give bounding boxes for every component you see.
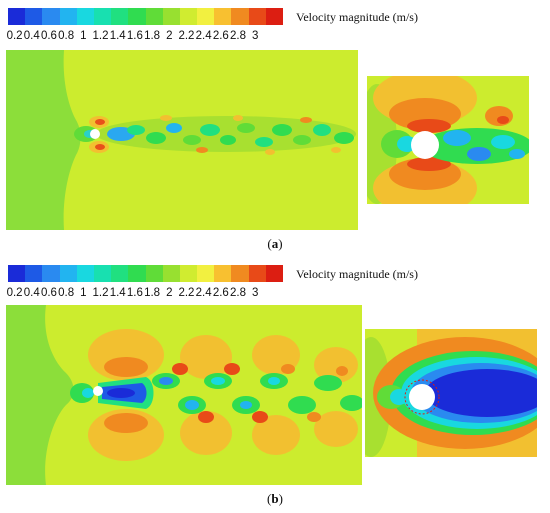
colorbar-a — [8, 8, 283, 25]
colorbar-tick-label: 2 — [166, 287, 173, 299]
colorbar-swatch — [111, 8, 129, 25]
colorbar-swatch — [162, 265, 180, 282]
panel-a: Velocity magnitude (m/s) 0.2 0.4 0.6 0.8 1 1.… — [0, 0, 550, 255]
colorbar-swatch — [128, 8, 146, 25]
flow-field-a-zoom — [367, 76, 529, 204]
colorbar-tick-label: 1.2 — [92, 287, 109, 299]
colorbar-swatch — [162, 8, 180, 25]
colorbar-swatch — [231, 8, 249, 25]
flow-field-a-main — [6, 50, 358, 230]
colorbar-tick-label: 2.2 — [178, 30, 195, 42]
colorbar-tick-label: 0.4 — [23, 287, 40, 299]
flow-field-b-main — [6, 305, 362, 485]
colorbar-swatch — [248, 8, 266, 25]
colorbar-tick-label: 1.6 — [126, 287, 143, 299]
colorbar-tick-label: 0.2 — [6, 287, 23, 299]
colorbar-swatch — [145, 8, 163, 25]
colorbar-swatch — [93, 265, 112, 282]
colorbar-tick-label: 1.6 — [126, 30, 143, 42]
colorbar-tick-label: 2 — [166, 30, 173, 42]
colorbar-swatch — [179, 8, 198, 25]
colorbar-swatch — [214, 8, 232, 25]
colorbar-swatch — [76, 8, 94, 25]
colorbar-swatch — [128, 265, 146, 282]
colorbar-swatch — [111, 265, 129, 282]
colorbar-tick-label: 2.8 — [230, 287, 247, 299]
colorbar-tick-label: 0.8 — [58, 287, 75, 299]
colorbar-swatch — [25, 8, 43, 25]
colorbar-swatch — [231, 265, 249, 282]
colorbar-tick-label: 1.8 — [144, 30, 161, 42]
colorbar-swatch — [93, 8, 112, 25]
colorbar-tick-label: 3 — [252, 287, 259, 299]
colorbar-ticks-a: 0.2 0.4 0.6 0.8 1 1.2 1.4 1.6 1.8 2 2.2 2.4 2.6 2.8 3 — [6, 30, 264, 42]
panel-b: Velocity magnitude (m/s) 0.2 0.4 0.6 0.8 1 1.… — [0, 257, 550, 513]
colorbar-tick-label: 2.6 — [212, 287, 229, 299]
colorbar-tick-label: 2.2 — [178, 287, 195, 299]
colorbar-swatch — [265, 265, 283, 282]
cylinder-a — [90, 129, 100, 139]
colorbar-tick-label: 1.8 — [144, 287, 161, 299]
colorbar-swatch — [42, 8, 60, 25]
colorbar-swatch — [8, 8, 26, 25]
colorbar-title-a: Velocity magnitude (m/s) — [296, 10, 418, 24]
colorbar-ticks-b: 0.2 0.4 0.6 0.8 1 1.2 1.4 1.6 1.8 2 2.2 2.4 2.6 2.8 3 — [6, 287, 264, 299]
panel-label-a: (a) — [267, 236, 283, 251]
wake-a — [96, 115, 356, 155]
colorbar-tick-label: 0.2 — [6, 30, 23, 42]
colorbar-tick-label: 1.2 — [92, 30, 109, 42]
colorbar-swatch — [179, 265, 198, 282]
panel-label-b: (b) — [267, 491, 283, 506]
colorbar-swatch — [42, 265, 60, 282]
colorbar-swatch — [265, 8, 283, 25]
colorbar-swatch — [214, 265, 232, 282]
inlet-slow-region — [6, 50, 81, 230]
colorbar-swatch — [248, 265, 266, 282]
colorbar-tick-label: 2.8 — [230, 30, 247, 42]
colorbar-swatch — [59, 8, 77, 25]
colorbar-swatch — [76, 265, 94, 282]
colorbar-tick-label: 0.8 — [58, 30, 75, 42]
cylinder-b — [93, 386, 103, 396]
colorbar-swatch — [197, 8, 215, 25]
colorbar-tick-label: 2.4 — [195, 30, 212, 42]
cylinder-b-zoom — [409, 384, 435, 410]
colorbar-tick-label: 0.4 — [23, 30, 40, 42]
colorbar-swatch — [197, 265, 215, 282]
colorbar-swatch — [145, 265, 163, 282]
colorbar-tick-label: 1.4 — [109, 30, 126, 42]
colorbar-swatch — [59, 265, 77, 282]
colorbar-b — [8, 265, 283, 282]
colorbar-tick-label: 1.4 — [109, 287, 126, 299]
vortex-street-b — [152, 363, 362, 423]
colorbar-tick-label: 2.6 — [212, 30, 229, 42]
colorbar-tick-label: 3 — [252, 30, 259, 42]
flow-field-b-zoom — [365, 329, 537, 457]
colorbar-tick-label: 1 — [80, 30, 87, 42]
cylinder-a-zoom — [411, 131, 439, 159]
colorbar-title-b: Velocity magnitude (m/s) — [296, 267, 418, 281]
colorbar-swatch — [25, 265, 43, 282]
colorbar-tick-label: 2.4 — [195, 287, 212, 299]
colorbar-tick-label: 0.6 — [40, 287, 57, 299]
colorbar-swatch — [8, 265, 26, 282]
colorbar-tick-label: 0.6 — [40, 30, 57, 42]
colorbar-tick-label: 1 — [80, 287, 87, 299]
